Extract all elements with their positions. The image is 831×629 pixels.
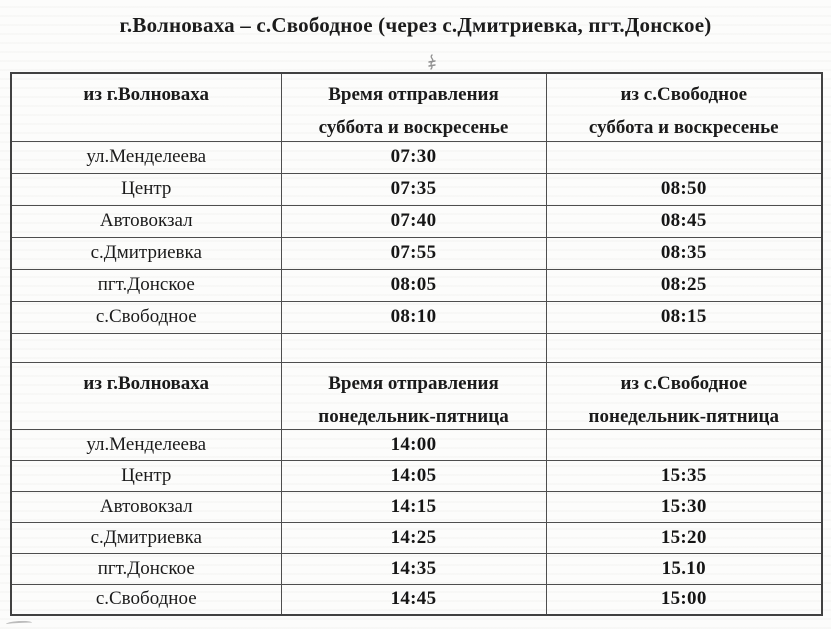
depart-time-cell: 07:35 <box>280 172 547 206</box>
return-time-cell <box>545 428 823 461</box>
station-cell: пгт.Донское <box>10 268 282 302</box>
station-cell: с.Свободное <box>10 583 282 616</box>
depart-time-cell: 07:55 <box>280 236 547 270</box>
page-title: г.Волноваха – с.Свободное (через с.Дмитр… <box>119 13 712 37</box>
station-cell: Автовокзал <box>10 490 282 523</box>
empty-cell <box>280 332 547 363</box>
depart-time-cell: 14:25 <box>280 521 547 554</box>
table-row: пгт.Донское 08:05 08:25 <box>10 268 823 302</box>
header-from-volnovakha: из г.Волноваха <box>10 72 282 142</box>
table-row: Центр 14:05 15:35 <box>10 459 823 492</box>
header-label: из с.Свободное <box>620 372 748 394</box>
return-time-cell: 15:20 <box>545 521 823 554</box>
header-departure-time: Время отправления суббота и воскресенье <box>280 72 547 142</box>
depart-time-cell: 07:30 <box>280 140 547 174</box>
return-time-cell: 15:30 <box>545 490 823 523</box>
header-sublabel: понедельник-пятница <box>318 405 509 427</box>
header-from-svobodnoe: из с.Свободное суббота и воскресенье <box>545 72 823 142</box>
table-row: ул.Менделеева 14:00 <box>10 428 823 461</box>
table-row: Автовокзал 07:40 08:45 <box>10 204 823 238</box>
return-time-cell: 08:35 <box>545 236 823 270</box>
depart-time-cell: 14:05 <box>280 459 547 492</box>
header-from-volnovakha: из г.Волноваха <box>10 361 282 430</box>
return-time-cell: 15.10 <box>545 552 823 585</box>
header-sublabel: понедельник-пятница <box>588 405 779 427</box>
table-row: пгт.Донское 14:35 15.10 <box>10 552 823 585</box>
table-row: ул.Менделеева 07:30 <box>10 140 823 174</box>
station-cell: ул.Менделеева <box>10 428 282 461</box>
header-label: Время отправления <box>328 372 499 394</box>
depart-time-cell: 08:05 <box>280 268 547 302</box>
depart-time-cell: 14:35 <box>280 552 547 585</box>
return-time-cell: 15:35 <box>545 459 823 492</box>
header-label: Время отправления <box>328 84 499 105</box>
header-label: из г.Волноваха <box>83 372 210 394</box>
table-row: Центр 07:35 08:50 <box>10 172 823 206</box>
header-sublabel: суббота и воскресенье <box>588 117 779 138</box>
header-sublabel: суббота и воскресенье <box>318 117 509 138</box>
station-cell: пгт.Донское <box>10 552 282 585</box>
depart-time-cell: 14:15 <box>280 490 547 523</box>
table-row: с.Дмитриевка 14:25 15:20 <box>10 521 823 554</box>
spacer-row <box>10 332 823 363</box>
station-cell: Центр <box>10 459 282 492</box>
empty-cell <box>10 332 282 363</box>
bus-timetable: из г.Волноваха Время отправления суббота… <box>10 72 823 616</box>
table-row: Автовокзал 14:15 15:30 <box>10 490 823 523</box>
station-cell: с.Свободное <box>10 300 282 334</box>
return-time-cell: 08:45 <box>545 204 823 238</box>
station-cell: ул.Менделеева <box>10 140 282 174</box>
depart-time-cell: 14:45 <box>280 583 547 616</box>
header-label: из с.Свободное <box>620 84 748 105</box>
table-row: с.Свободное 08:10 08:15 <box>10 300 823 334</box>
return-time-cell: 08:25 <box>545 268 823 302</box>
header-from-svobodnoe: из с.Свободное понедельник-пятница <box>545 361 823 430</box>
return-time-cell: 08:15 <box>545 300 823 334</box>
table-row: с.Дмитриевка 07:55 08:35 <box>10 236 823 270</box>
scan-artifact-icon <box>428 54 436 70</box>
station-cell: Автовокзал <box>10 204 282 238</box>
header-departure-time: Время отправления понедельник-пятница <box>280 361 547 430</box>
station-cell: с.Дмитриевка <box>10 521 282 554</box>
return-time-cell <box>545 140 823 174</box>
empty-cell <box>545 332 823 363</box>
depart-time-cell: 14:00 <box>280 428 547 461</box>
table-row: с.Свободное 14:45 15:00 <box>10 583 823 616</box>
return-time-cell: 15:00 <box>545 583 823 616</box>
station-cell: Центр <box>10 172 282 206</box>
station-cell: с.Дмитриевка <box>10 236 282 270</box>
header-label: из г.Волноваха <box>83 84 210 105</box>
weekend-header-row: из г.Волноваха Время отправления суббота… <box>10 72 823 142</box>
scan-smudge <box>5 620 33 627</box>
depart-time-cell: 08:10 <box>280 300 547 334</box>
depart-time-cell: 07:40 <box>280 204 547 238</box>
return-time-cell: 08:50 <box>545 172 823 206</box>
weekday-header-row: из г.Волноваха Время отправления понедел… <box>10 361 823 430</box>
